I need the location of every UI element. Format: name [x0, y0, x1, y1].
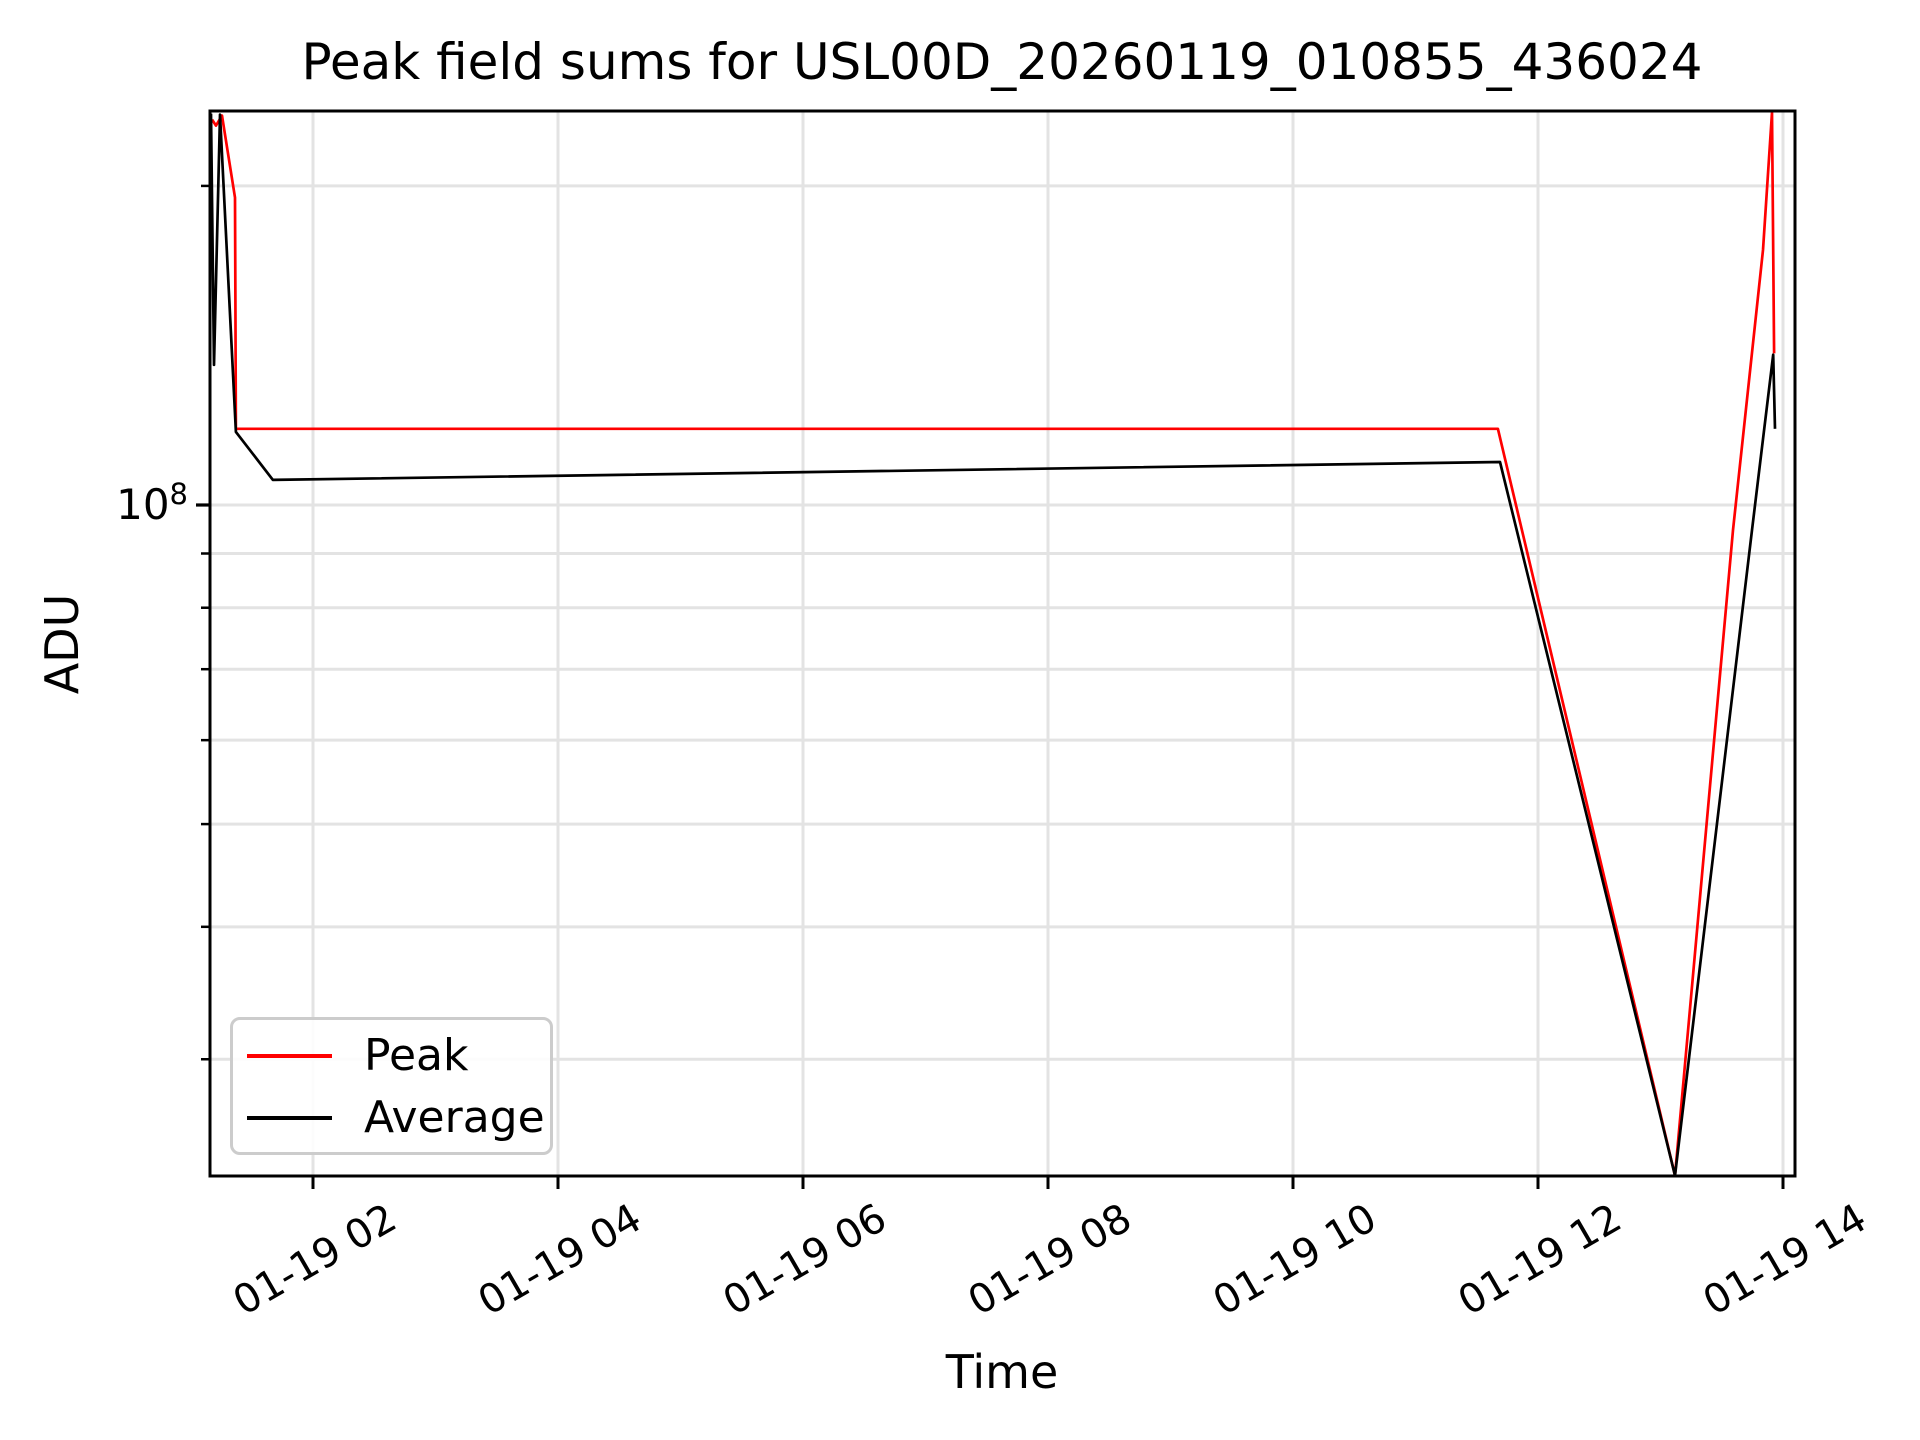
data-series — [209, 111, 1777, 1177]
average-line-sample — [247, 1116, 332, 1120]
gridlines — [210, 111, 1795, 1176]
series-line-average — [209, 113, 1777, 1177]
legend-entry-peak: Peak — [233, 1025, 550, 1087]
legend-label-average: Average — [364, 1092, 545, 1143]
legend-label-peak: Peak — [364, 1030, 469, 1081]
peak-line-sample — [247, 1054, 332, 1058]
y-tick-base: 10 — [116, 480, 170, 529]
y-tick-label-1e8: 108 — [88, 477, 188, 529]
chart-title: Peak field sums for USL00D_20260119_0108… — [301, 33, 1703, 91]
legend-entry-average: Average — [233, 1087, 550, 1149]
y-axis-label: ADU — [35, 593, 89, 695]
axes-spines — [208, 109, 1797, 1178]
y-tick-exponent: 8 — [169, 477, 188, 511]
legend: Peak Average — [230, 1017, 553, 1155]
x-axis-label: Time — [945, 1345, 1059, 1399]
